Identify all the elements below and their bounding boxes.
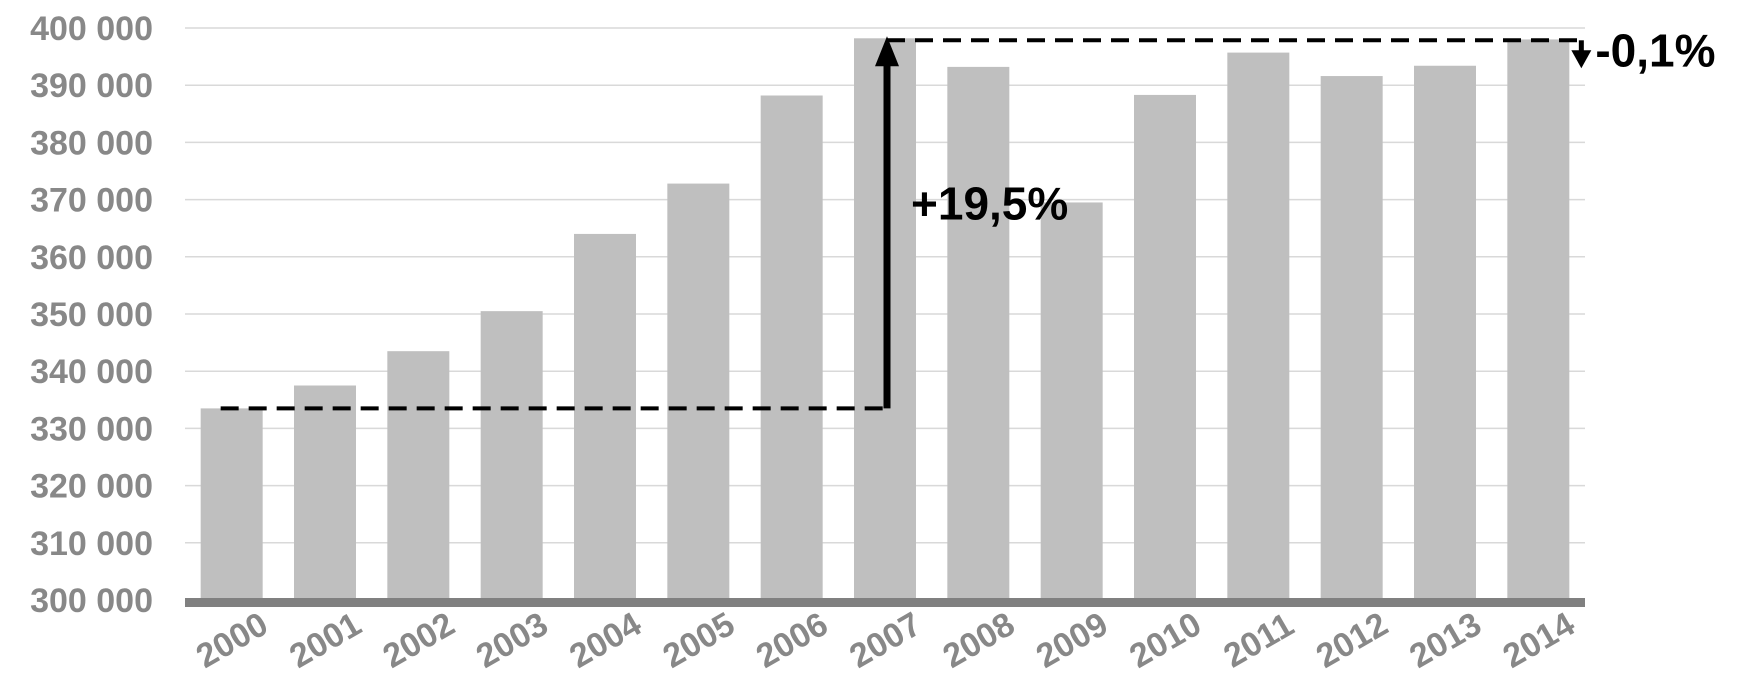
decrease-annotation-label: -0,1% (1595, 24, 1715, 76)
bar-2003 (480, 311, 543, 600)
x-tick-label: 2001 (283, 605, 368, 676)
y-tick-label: 330 000 (30, 410, 153, 448)
y-tick-label: 300 000 (30, 582, 153, 620)
bar-2002 (387, 351, 450, 600)
x-tick-label: 2013 (1403, 605, 1488, 676)
annotations: +19,5% -0,1% (220, 24, 1716, 411)
y-tick-label: 390 000 (30, 67, 153, 105)
x-tick-label: 2004 (563, 605, 648, 676)
x-tick-label: 2005 (657, 605, 742, 676)
bar-2010 (1134, 94, 1196, 600)
x-tick-label: 2009 (1030, 605, 1115, 676)
x-tick-label: 2002 (377, 605, 462, 676)
bar-2009 (1040, 202, 1103, 600)
y-tick-label: 310 000 (30, 525, 153, 563)
bar-2014 (1507, 39, 1570, 600)
bar-2006 (760, 95, 823, 600)
bar-2004 (574, 233, 636, 601)
y-tick-label: 350 000 (30, 296, 153, 334)
x-tick-label: 2003 (470, 605, 555, 676)
bar-2000 (200, 408, 263, 600)
x-tick-label: 2011 (1217, 606, 1300, 676)
x-tick-label: 2000 (190, 605, 275, 676)
y-tick-label: 360 000 (30, 239, 153, 277)
y-axis-tick-labels: 300 000 310 000 320 000 330 000 340 000 350 0… (30, 10, 153, 620)
increase-annotation-label: +19,5% (911, 178, 1068, 230)
x-tick-label: 2010 (1123, 605, 1208, 676)
x-tick-label: 2006 (750, 605, 835, 676)
y-tick-label: 320 000 (30, 468, 153, 506)
arrow-down-icon (1571, 50, 1592, 69)
bars (200, 38, 1570, 601)
x-axis (185, 598, 1585, 607)
y-tick-label: 340 000 (30, 353, 153, 391)
y-tick-label: 380 000 (30, 124, 153, 162)
bar-2013 (1414, 65, 1476, 600)
arrow-up-icon (875, 36, 899, 67)
bar-2012 (1320, 76, 1383, 601)
x-axis-tick-labels: 2000 2001 2002 2003 2004 2005 2006 2007 2008 2009… (190, 605, 1581, 676)
x-tick-label: 2012 (1310, 605, 1395, 676)
x-tick-label: 2014 (1497, 605, 1582, 676)
bar-2008 (947, 66, 1010, 600)
y-tick-label: 400 000 (30, 10, 153, 48)
y-tick-label: 370 000 (30, 182, 153, 220)
x-tick-label: 2008 (937, 605, 1022, 676)
x-tick-label: 2007 (843, 605, 928, 676)
bar-2005 (667, 183, 730, 601)
x-axis-line (185, 598, 1585, 607)
bar-2011 (1227, 52, 1290, 600)
bar-2001 (294, 385, 356, 600)
